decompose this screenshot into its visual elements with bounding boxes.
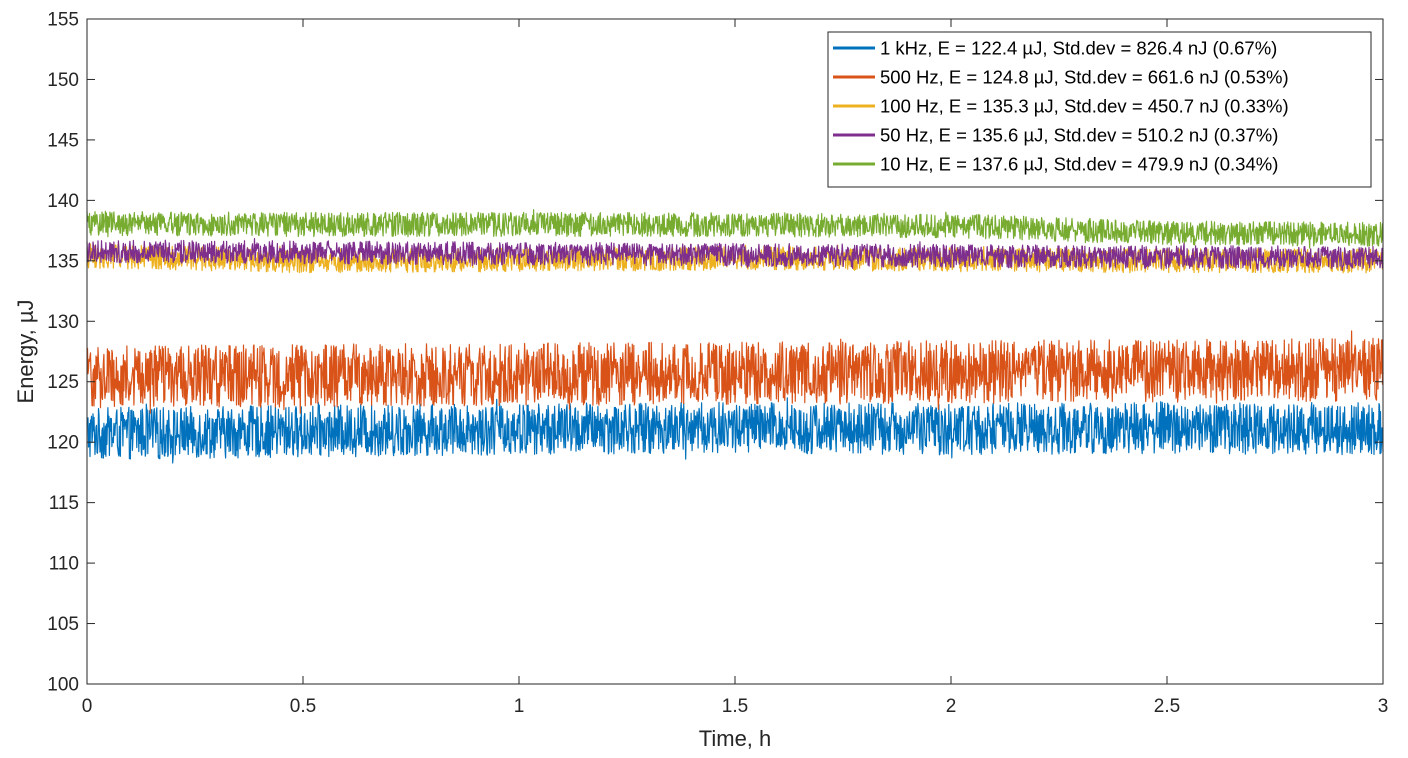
y-tick-label: 115 xyxy=(49,493,79,514)
legend: 1 kHz, E = 122.4 µJ, Std.dev = 826.4 nJ … xyxy=(827,31,1372,188)
y-tick-label: 120 xyxy=(47,433,79,454)
y-axis-label: Energy, µJ xyxy=(13,300,38,404)
legend-entry-label: 100 Hz, E = 135.3 µJ, Std.dev = 450.7 nJ… xyxy=(880,96,1289,117)
legend-entry-label: 50 Hz, E = 135.6 µJ, Std.dev = 510.2 nJ … xyxy=(880,125,1278,146)
x-tick-label: 2 xyxy=(946,696,957,717)
y-tick-label: 130 xyxy=(47,312,79,333)
y-tick-label: 140 xyxy=(47,191,79,212)
y-tick-label: 135 xyxy=(47,251,79,272)
y-tick-label: 105 xyxy=(47,614,79,635)
series-line-4 xyxy=(86,238,1384,272)
y-tick-label: 145 xyxy=(47,130,79,151)
x-tick-label: 1.5 xyxy=(722,696,748,717)
y-tick-label: 150 xyxy=(47,70,79,91)
series-line-1 xyxy=(86,397,1384,464)
legend-box xyxy=(827,31,1372,188)
x-tick-label: 3 xyxy=(1378,696,1389,717)
x-tick-label: 0 xyxy=(82,696,93,717)
ticks-layer: 100 105 110 115 120 125 130 135 140 145 150 155 0 0.5… xyxy=(47,10,1388,718)
x-tick-label: 2.5 xyxy=(1154,696,1180,717)
series-layer xyxy=(86,209,1384,464)
legend-entry-label: 1 kHz, E = 122.4 µJ, Std.dev = 826.4 nJ … xyxy=(880,38,1277,59)
series-line-2 xyxy=(86,330,1384,414)
legend-entry-label: 500 Hz, E = 124.8 µJ, Std.dev = 661.6 nJ… xyxy=(880,67,1289,88)
x-tick-label: 0.5 xyxy=(290,696,316,717)
y-tick-label: 125 xyxy=(47,372,79,393)
series-line-5 xyxy=(86,209,1384,249)
y-tick-label: 155 xyxy=(47,10,79,31)
x-axis-label: Time, h xyxy=(699,726,772,751)
y-tick-label: 110 xyxy=(49,554,79,575)
legend-entry-label: 10 Hz, E = 137.6 µJ, Std.dev = 479.9 nJ … xyxy=(880,154,1278,175)
x-tick-label: 1 xyxy=(514,696,525,717)
y-tick-label: 100 xyxy=(47,675,79,696)
